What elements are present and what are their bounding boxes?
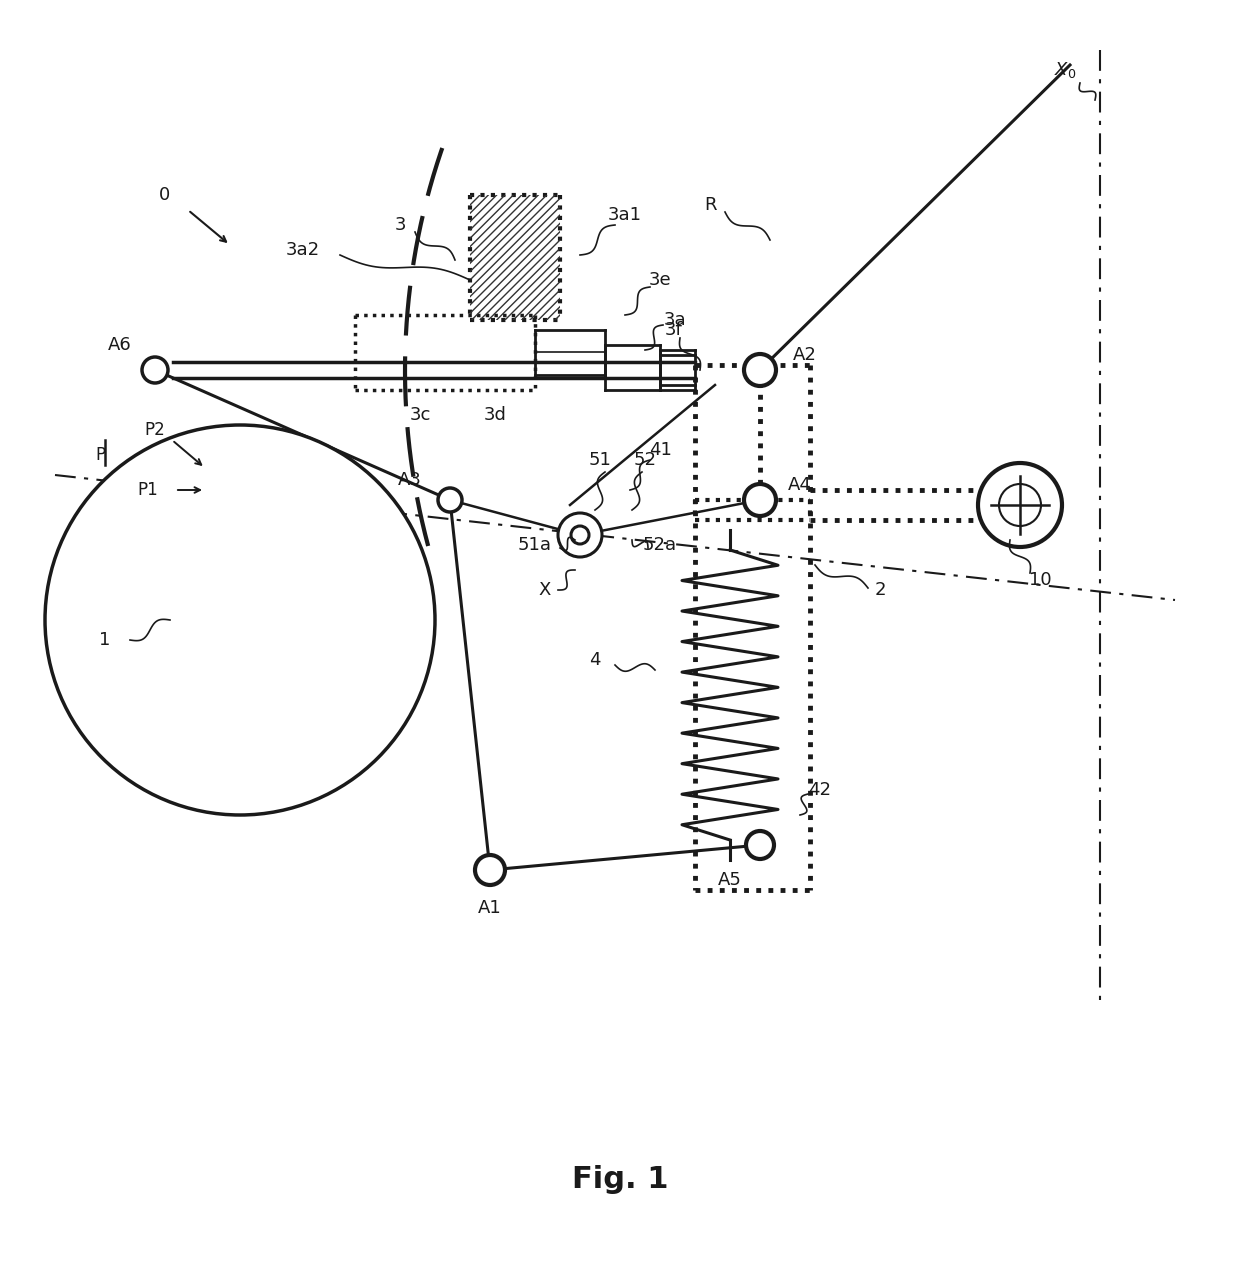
Circle shape [570, 526, 589, 544]
Circle shape [45, 425, 435, 815]
Text: 1: 1 [99, 631, 110, 649]
Text: 52a: 52a [642, 536, 677, 554]
Text: X: X [539, 581, 552, 599]
Circle shape [438, 488, 463, 512]
Text: A6: A6 [108, 336, 131, 354]
Text: 51: 51 [589, 451, 611, 469]
Text: 3e: 3e [649, 271, 671, 289]
Text: 10: 10 [1029, 571, 1052, 589]
Text: 2: 2 [874, 581, 885, 599]
Text: 42: 42 [808, 782, 832, 799]
Text: A5: A5 [718, 871, 742, 889]
Text: $X_0$: $X_0$ [1054, 60, 1076, 80]
Text: 3a2: 3a2 [286, 241, 320, 259]
Text: 3: 3 [394, 216, 405, 234]
Circle shape [744, 484, 776, 516]
Text: A4: A4 [789, 476, 812, 494]
Circle shape [978, 464, 1061, 547]
Text: A2: A2 [794, 346, 817, 364]
Text: 4: 4 [589, 651, 600, 669]
Text: P1: P1 [138, 481, 159, 499]
Text: 3a: 3a [663, 312, 686, 329]
Circle shape [475, 856, 505, 885]
Text: Fig. 1: Fig. 1 [572, 1166, 668, 1194]
Text: R: R [704, 195, 717, 215]
Text: 3c: 3c [409, 406, 430, 424]
Text: 52: 52 [634, 451, 656, 469]
Text: P: P [95, 446, 105, 464]
Text: 0: 0 [160, 186, 171, 204]
Text: 3d: 3d [484, 406, 506, 424]
Text: A1: A1 [479, 899, 502, 917]
Text: 3a1: 3a1 [608, 206, 642, 223]
Circle shape [558, 513, 601, 557]
Text: 3f: 3f [665, 321, 683, 338]
Text: 51a: 51a [518, 536, 552, 554]
Circle shape [746, 831, 774, 859]
Circle shape [143, 358, 167, 383]
Circle shape [744, 354, 776, 386]
Text: 41: 41 [649, 441, 671, 458]
Bar [470, 195, 560, 321]
Text: P2: P2 [145, 421, 165, 439]
Text: A3: A3 [398, 471, 422, 489]
Circle shape [999, 484, 1042, 526]
